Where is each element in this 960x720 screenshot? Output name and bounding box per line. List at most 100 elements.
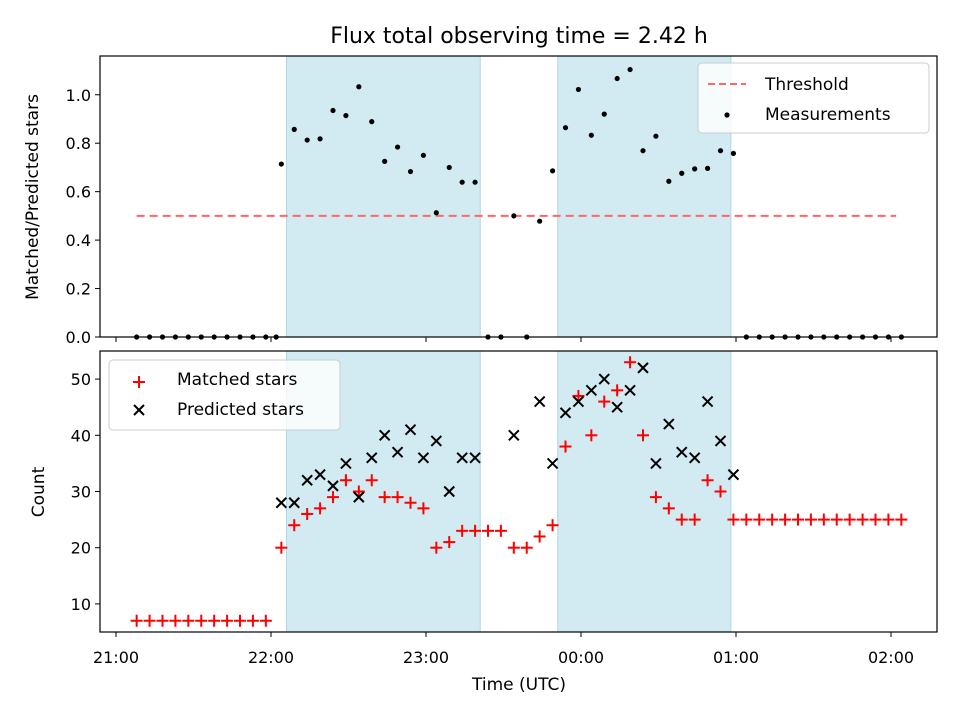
measurement-point [382,158,388,164]
matched-star-marker [779,513,792,526]
matched-star-marker [259,614,272,627]
matched-star-marker [804,513,817,526]
measurement-point [343,112,349,119]
observing-interval-band [557,350,732,633]
legend-measurement-label: Measurements [765,105,891,125]
measurement-point [537,218,543,224]
matched-star-marker [830,513,843,526]
predicted-star-marker [559,407,572,419]
matched-star-marker [572,389,585,402]
measurement-point [730,150,737,156]
matched-star-marker [843,513,856,526]
predicted-star-markers [275,362,740,509]
bottom-y-axis-label: Count [29,466,49,517]
predicted-star-marker [430,435,443,447]
y-tick-label: 0.8 [66,134,91,153]
matched-star-marker [417,502,430,515]
top-y-axis-label: Matched/Predicted stars [23,94,43,300]
matched-star-marker [585,429,598,442]
matched-star-marker [288,519,301,532]
matched-star-marker [234,614,246,627]
observing-interval-band [286,55,481,338]
predicted-star-marker [378,429,391,442]
matched-star-marker [195,614,208,627]
y-tick-label: 10 [71,595,91,614]
matched-star-marker [275,541,288,554]
measurement-point [704,165,711,171]
matched-star-marker [688,513,701,526]
predicted-star-marker [353,491,365,503]
y-tick-label: 0.6 [66,183,91,202]
matched-star-marker [520,541,533,554]
y-tick-label: 0.4 [66,231,91,250]
matched-star-marker [246,614,259,627]
legend-measurement-swatch [724,112,730,118]
measurement-point [433,210,439,216]
matched-star-marker [624,356,637,369]
predicted-star-marker [288,497,300,509]
matched-star-marker [208,614,221,627]
predicted-star-marker [701,395,714,408]
matched-star-marker [327,491,339,504]
matched-star-marker [443,536,456,549]
predicted-star-marker [533,395,546,408]
matched-star-marker [817,513,830,526]
bottom-legend-box [108,359,341,431]
matched-star-marker [182,614,195,627]
x-tick-label: 22:00 [248,648,294,667]
predicted-star-marker [598,373,610,385]
measurement-point [640,148,646,154]
top-x-ticks [115,337,892,342]
predicted-star-marker [443,485,455,498]
predicted-star-marker [469,452,481,464]
matched-star-marker [882,513,895,526]
measurement-point [291,126,297,132]
bottom-legend: Matched stars Predicted stars [108,359,341,431]
predicted-star-marker [688,452,701,464]
measurement-point [679,170,685,176]
chart-title: Flux total observing time = 2.42 h [330,24,708,49]
bottom-y-ticks: 10 20 30 40 50 [71,370,100,614]
matched-star-marker [507,541,520,554]
matched-star-marker [156,614,169,627]
y-tick-label: 0.0 [66,328,91,347]
measurement-point [692,166,698,172]
predicted-star-marker [301,474,313,486]
matched-star-marker [675,513,688,526]
matched-star-marker [404,496,417,509]
matched-star-marker [740,513,753,526]
predicted-star-marker [508,429,520,442]
top-panel: 0.0 0.2 0.4 0.6 0.8 1.0 Matched/Predicted sta… [23,55,938,347]
predicted-star-marker [585,384,598,397]
matched-star-marker [559,440,572,453]
x-tick-label: 23:00 [403,648,449,667]
matched-star-marker [753,513,766,526]
measurement-point [717,148,724,154]
matched-star-marker [430,541,443,554]
matched-star-marker [727,513,740,526]
measurement-point [614,75,620,82]
matched-star-marker [637,429,649,442]
x-tick-label: 00:00 [558,648,604,667]
matched-star-marker [482,524,494,537]
matched-star-marker [701,474,714,487]
predicted-star-marker [637,362,649,374]
measurement-point [627,66,633,73]
predicted-star-marker [456,452,468,464]
predicted-star-marker [340,457,352,470]
bottom-panel: 10 20 30 40 50 21:00 22:00 23:00 00:00 01:00 02:0… [29,350,938,695]
predicted-star-marker [546,457,559,470]
predicted-star-marker [572,395,585,408]
legend-matched-swatch [133,376,145,388]
top-y-ticks: 0.0 0.2 0.4 0.6 0.8 1.0 [66,86,100,347]
matched-star-marker [143,614,156,627]
predicted-star-marker [275,497,288,509]
measurement-point [330,107,336,114]
measurement-point [511,213,517,219]
predicted-star-marker [727,468,740,481]
top-shaded-regions [286,55,732,338]
matched-star-marker [895,513,908,526]
y-tick-label: 0.2 [66,280,91,299]
matched-star-marker [766,513,779,526]
